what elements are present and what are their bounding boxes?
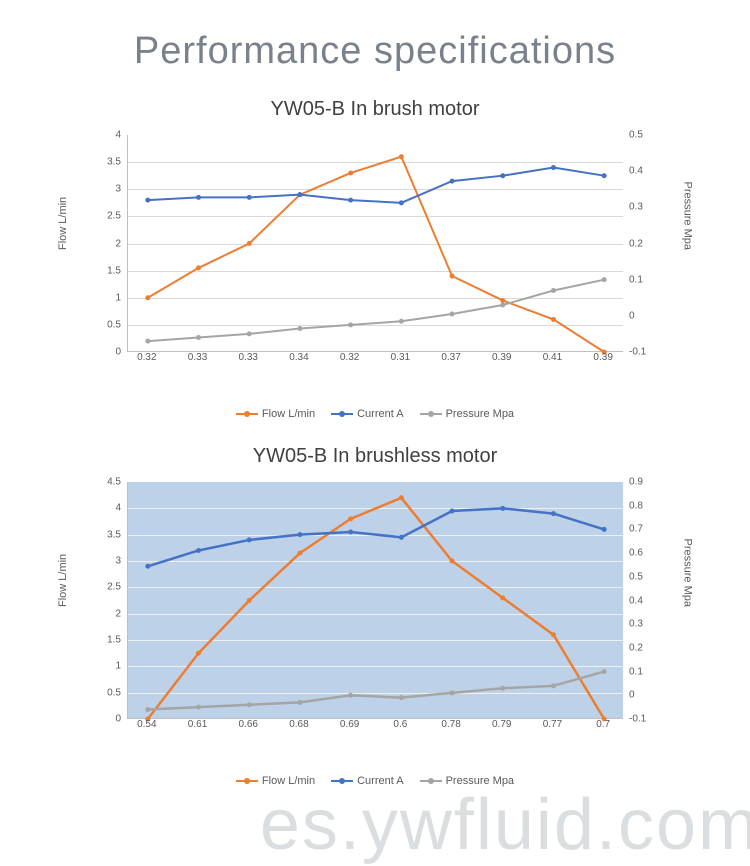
chart-brush-motor: YW05-B In brush motor 00.511.522.533.54-… bbox=[40, 98, 710, 420]
chart2-legend: Flow L/minCurrent APressure Mpa bbox=[40, 775, 710, 787]
page-title: Performance specifications bbox=[40, 30, 710, 73]
chart1-legend: Flow L/minCurrent APressure Mpa bbox=[40, 408, 710, 420]
chart2-area: 00.511.522.533.544.5-0.100.10.20.30.40.5… bbox=[75, 474, 675, 749]
chart1-area: 00.511.522.533.54-0.100.10.20.30.40.50.3… bbox=[75, 127, 675, 382]
chart-brushless-motor: YW05-B In brushless motor 00.511.522.533… bbox=[40, 445, 710, 787]
chart1-title: YW05-B In brush motor bbox=[40, 98, 710, 121]
chart2-title: YW05-B In brushless motor bbox=[40, 445, 710, 468]
